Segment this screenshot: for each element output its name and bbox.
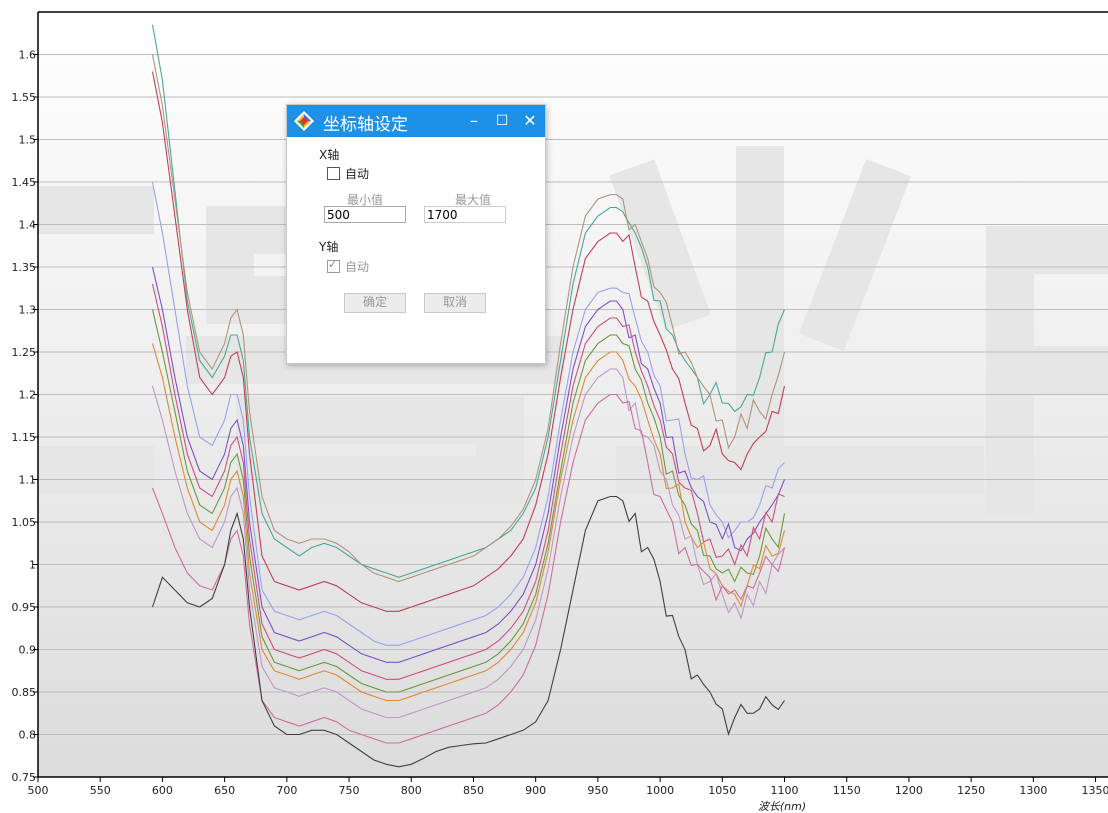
x-tick-label: 1350 [1082, 784, 1108, 797]
app-logo-icon [294, 111, 314, 131]
y-axis-section-label: Y轴 [319, 240, 339, 254]
series-line-11 [151, 495, 785, 768]
x-tick-label: 1050 [708, 784, 736, 797]
x-auto-label: 自动 [345, 167, 370, 181]
x-tick-label: 1000 [646, 784, 674, 797]
y-auto-label: 自动 [345, 260, 370, 274]
y-tick-label: 1.35 [12, 261, 37, 274]
ok-button[interactable]: 确定 [344, 293, 406, 313]
y-tick-label: 1.15 [12, 431, 37, 444]
x-tick-label: 950 [587, 784, 608, 797]
dialog-title: 坐标轴设定 [323, 115, 408, 135]
x-tick-label: 750 [339, 784, 360, 797]
x-tick-label: 500 [28, 784, 49, 797]
y-tick-label: 1.6 [19, 49, 37, 62]
y-tick-label: 1.5 [19, 134, 37, 147]
x-tick-label: 1300 [1019, 784, 1047, 797]
max-value-label: 最大值 [455, 193, 492, 207]
series-lines [151, 24, 786, 768]
y-auto-checkbox[interactable]: 自动 [327, 258, 369, 275]
x-tick-label: 850 [463, 784, 484, 797]
y-tick-label: 1.2 [19, 389, 37, 402]
maximize-button[interactable]: ☐ [495, 113, 509, 129]
minimize-button[interactable]: – [470, 111, 478, 130]
series-line-4 [151, 181, 785, 646]
x-tick-labels: 500 550 600 650 700 750 800 850 900 950 1000 1050 11… [28, 777, 1108, 797]
y-tick-label: 1.4 [19, 219, 37, 232]
series-line-6 [151, 283, 785, 680]
series-line-9 [151, 368, 785, 719]
series-line-2 [151, 54, 786, 583]
x-tick-label: 650 [214, 784, 235, 797]
cancel-button[interactable]: 取消 [424, 293, 486, 313]
x-tick-label: 600 [152, 784, 173, 797]
y-tick-label: 0.95 [12, 601, 37, 614]
series-line-1 [151, 24, 786, 578]
y-tick-label: 1.55 [12, 91, 37, 104]
x-tick-label: 550 [90, 784, 111, 797]
y-tick-label: 0.9 [19, 644, 37, 657]
min-value-label: 最小值 [347, 193, 384, 207]
axis-settings-dialog: 坐标轴设定 – ☐ ✕ X轴 自动 最小值 最大值 Y轴 自动 确定 取消 [286, 104, 546, 364]
x-tick-label: 800 [401, 784, 422, 797]
dialog-titlebar[interactable]: 坐标轴设定 – ☐ ✕ [287, 105, 545, 137]
y-tick-label: 0.75 [12, 771, 37, 784]
y-tick-label: 1.1 [19, 474, 37, 487]
y-tick-label: 0.8 [19, 729, 37, 742]
y-tick-label: 1.25 [12, 346, 37, 359]
x-tick-label: 1200 [895, 784, 923, 797]
y-tick-label: 1.45 [12, 176, 37, 189]
x-tick-label: 700 [276, 784, 297, 797]
x-max-input[interactable] [424, 206, 506, 223]
series-line-5 [151, 266, 786, 663]
series-line-10 [151, 393, 786, 744]
x-tick-label: 1150 [833, 784, 861, 797]
x-tick-label: 900 [525, 784, 546, 797]
y-tick-labels: 0.75 0.8 0.85 0.9 0.95 1 1.05 1.1 1.15 1.2 1.25 1.3… [12, 49, 37, 785]
x-tick-label: 1100 [771, 784, 799, 797]
x-min-input[interactable] [324, 206, 406, 223]
y-tick-label: 1.3 [19, 304, 37, 317]
series-line-7 [151, 309, 786, 693]
x-auto-box[interactable] [327, 167, 340, 180]
x-auto-checkbox[interactable]: 自动 [327, 165, 369, 182]
x-axis-section-label: X轴 [319, 148, 340, 162]
series-line-3 [151, 71, 786, 612]
y-tick-label: 0.85 [12, 686, 37, 699]
x-tick-label: 1250 [957, 784, 985, 797]
series-line-8 [151, 343, 786, 702]
y-tick-label: 1.05 [12, 516, 37, 529]
close-button[interactable]: ✕ [523, 111, 537, 130]
y-auto-box[interactable] [327, 258, 340, 273]
x-axis-title: 波长(nm) [758, 800, 806, 813]
y-tick-label: 1 [29, 559, 36, 572]
